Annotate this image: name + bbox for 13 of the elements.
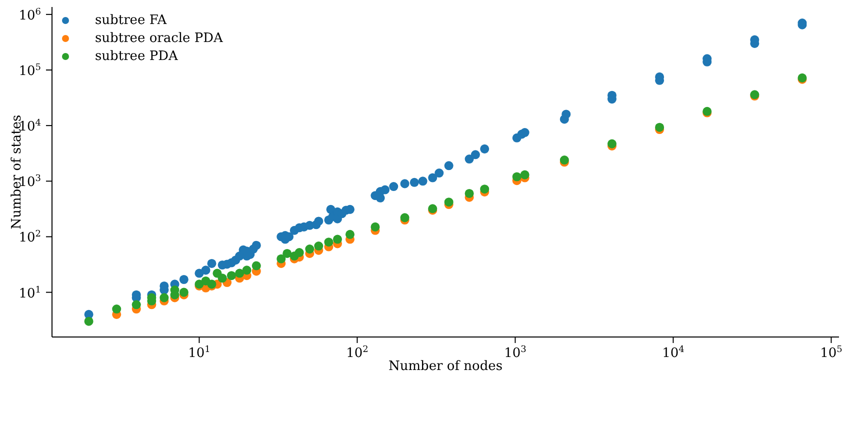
legend-label: subtree oracle PDA bbox=[95, 31, 223, 46]
x-tick-label: 10$^{3}$ bbox=[504, 345, 527, 361]
x-tick-label: 10$^{2}$ bbox=[346, 345, 368, 361]
legend-label: subtree PDA bbox=[95, 49, 178, 64]
y-tick-label: 10$^{6}$ bbox=[18, 7, 42, 24]
y-tick-label: 10$^{5}$ bbox=[18, 63, 42, 79]
x-tick-label: 10$^{1}$ bbox=[188, 345, 210, 361]
legend-label: subtree FA bbox=[95, 13, 167, 28]
y-tick-label: 10$^{2}$ bbox=[18, 230, 41, 246]
x-axis-title: Number of nodes bbox=[388, 359, 503, 374]
y-tick-label: 10$^{1}$ bbox=[18, 285, 41, 302]
x-tick-label: 10$^{5}$ bbox=[820, 345, 843, 361]
x-tick-label: 10$^{4}$ bbox=[662, 345, 685, 361]
